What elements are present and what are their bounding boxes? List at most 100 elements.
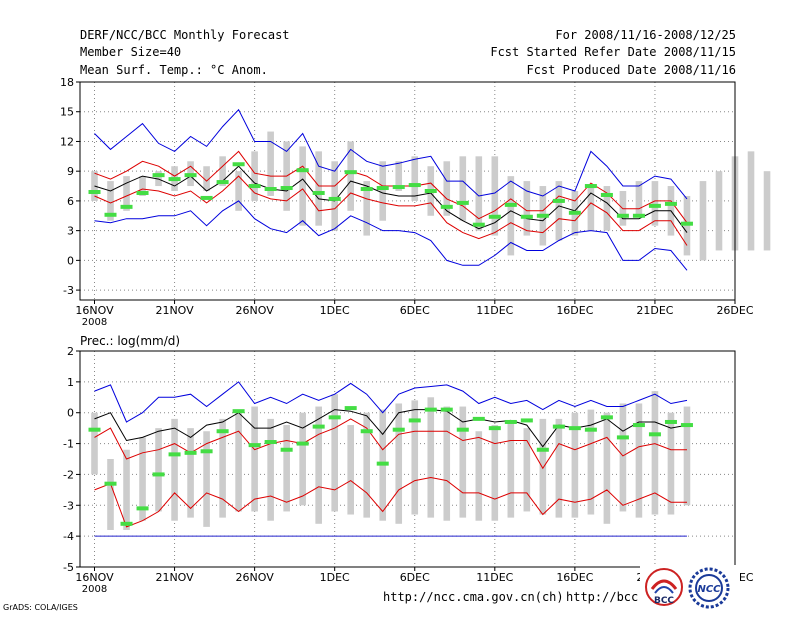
spread-bar [155,428,162,512]
obs-marker [408,183,421,188]
y-tick-label: 3 [67,225,74,238]
spread-bar [555,181,563,241]
spread-bar [427,397,435,518]
plot-frame [79,350,736,568]
ncc-logo-text: NCC [697,584,721,595]
obs-marker [120,204,133,209]
obs-marker [328,415,341,420]
obs-marker [584,184,597,189]
spread-bar [443,406,451,521]
obs-marker [424,407,437,412]
obs-marker [376,461,389,466]
obs-marker [376,186,389,191]
obs-marker [504,419,517,424]
y-tick-label: -3 [63,499,74,512]
y-tick-label: -1 [63,438,74,451]
obs-marker [200,195,213,200]
spread-bar [91,412,98,475]
spread-bar [475,156,483,231]
obs-marker [488,426,501,431]
spread-bar [523,428,531,512]
spread-bar [363,181,371,236]
obs-marker [104,481,117,486]
y-tick-label: 9 [67,165,74,178]
obs-marker [648,432,661,437]
spread-bar [251,151,258,201]
spread-bar [763,171,771,251]
spread-bar [203,166,210,191]
spread-bar [571,412,579,518]
obs-marker [408,418,421,423]
spread-bar [475,431,483,521]
obs-marker [344,406,357,411]
spread-bar [587,186,595,231]
obs-marker [152,173,165,178]
spread-bar [107,459,114,530]
x-tick-label: 21NOV [155,304,194,317]
obs-marker [392,185,405,190]
x-tick-label: 1DEC [320,304,350,317]
obs-marker [232,409,245,414]
obs-marker [264,440,277,445]
y-tick-label: 0 [67,407,74,420]
plot-frame [79,81,736,301]
spread-bar [603,186,611,231]
obs-marker [472,416,485,421]
obs-marker [472,222,485,227]
obs-marker [552,198,565,203]
spread-bar [715,171,723,251]
obs-marker [280,186,293,191]
spread-bar [491,156,499,236]
obs-marker [664,419,677,424]
x-tick-label: 26NOV [236,571,275,584]
spread-bar [331,161,338,231]
ncc-url[interactable]: http://ncc.cma.gov.cn(ch) [383,590,564,604]
spread-bar [523,181,531,236]
spread-bar [507,176,515,256]
spread-bar [251,406,258,512]
obs-marker [280,447,293,452]
obs-marker [360,429,373,434]
spread-bar [651,391,659,515]
obs-marker [120,521,133,526]
ensemble-mean-line [94,165,688,233]
obs-marker [184,173,197,178]
upper-inner-line [94,150,688,223]
spread-bar [219,418,226,518]
obs-marker [600,415,613,420]
obs-marker [104,212,117,217]
obs-marker [520,418,533,423]
x-tick-label: 6DEC [400,304,430,317]
spread-bar [635,181,643,216]
obs-marker [680,423,693,428]
spread-bar [267,418,274,521]
spread-bar [667,412,675,515]
obs-marker [88,189,101,194]
lower-outer-line [94,200,688,271]
spread-bar [619,403,627,512]
obs-marker [264,187,277,192]
obs-marker [456,427,469,432]
spread-bar [555,418,563,518]
obs-marker [216,429,229,434]
chart-title: DERF/NCC/BCC Monthly Forecast [80,28,290,42]
x-tick-label: 26DEC [716,304,753,317]
obs-marker [520,214,533,219]
bcc-url[interactable]: http://bcc. [566,590,646,604]
bcc-logo-text: BCC [654,596,674,606]
lower-inner-line [94,175,688,246]
x-tick-label: 21DEC [636,304,673,317]
obs-marker [88,427,101,432]
spread-bar [123,176,130,211]
obs-marker [568,210,581,215]
upper-outer-line [94,381,688,423]
obs-marker [424,189,437,193]
spread-bar [395,403,403,524]
spread-bar [107,181,114,221]
obs-marker [456,200,469,205]
obs-marker [552,424,565,429]
obs-marker [616,213,629,218]
x-year-label: 2008 [82,317,107,328]
spread-bar [683,406,691,506]
